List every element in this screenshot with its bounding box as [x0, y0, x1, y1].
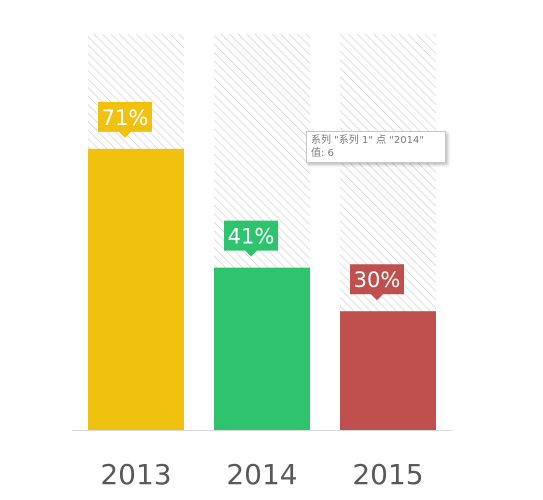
tooltip-value-line: 值: 6	[311, 147, 441, 160]
bar-2015	[340, 311, 436, 430]
bar-2013	[88, 149, 184, 430]
tooltip: 系列 "系列 1" 点 "2014" 值: 6	[306, 131, 446, 163]
bar-2014	[214, 268, 310, 430]
bar-group-2015: 30% 2015	[340, 34, 436, 491]
x-tick-label-2014: 2014	[226, 458, 297, 491]
data-label-2015: 30%	[354, 268, 401, 292]
data-label-2014: 41%	[228, 225, 275, 249]
bar-group-2013: 71% 2013	[88, 34, 184, 491]
bar-group-2014: 41% 2014	[214, 34, 310, 491]
x-tick-label-2015: 2015	[352, 458, 423, 491]
data-label-2013: 71%	[102, 106, 149, 130]
tooltip-series-line: 系列 "系列 1" 点 "2014"	[311, 134, 441, 147]
x-tick-label-2013: 2013	[100, 458, 171, 491]
